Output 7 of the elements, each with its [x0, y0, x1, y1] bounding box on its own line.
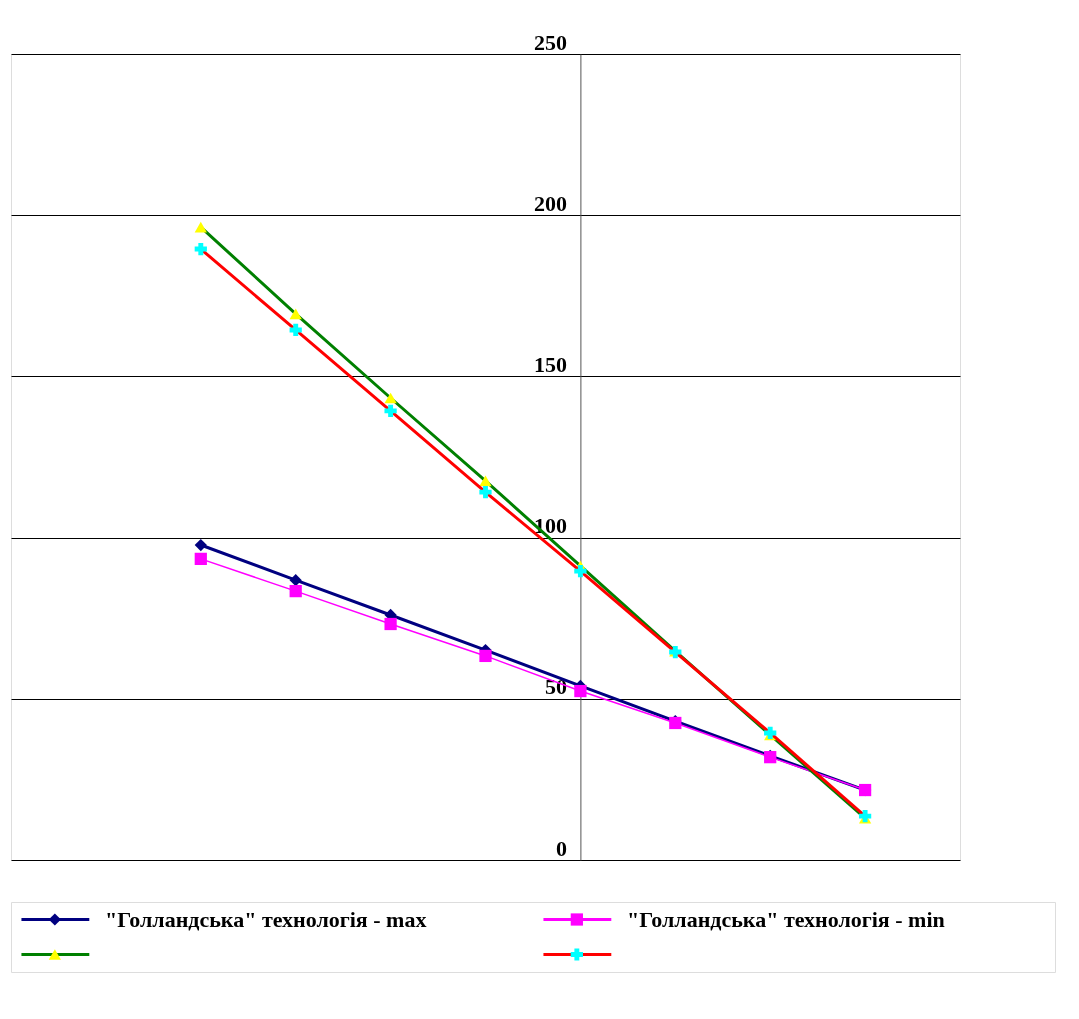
y-tick-label: 150: [533, 351, 567, 377]
legend-label: "Голландська" технологія - min: [626, 906, 945, 932]
y-tick-label: 250: [533, 29, 567, 55]
y-tick-label: 0: [555, 835, 567, 861]
y-tick-label: 50: [544, 674, 567, 700]
legend-label: "Голландська" технологія - max: [104, 906, 427, 932]
y-tick-label: 200: [533, 190, 567, 216]
